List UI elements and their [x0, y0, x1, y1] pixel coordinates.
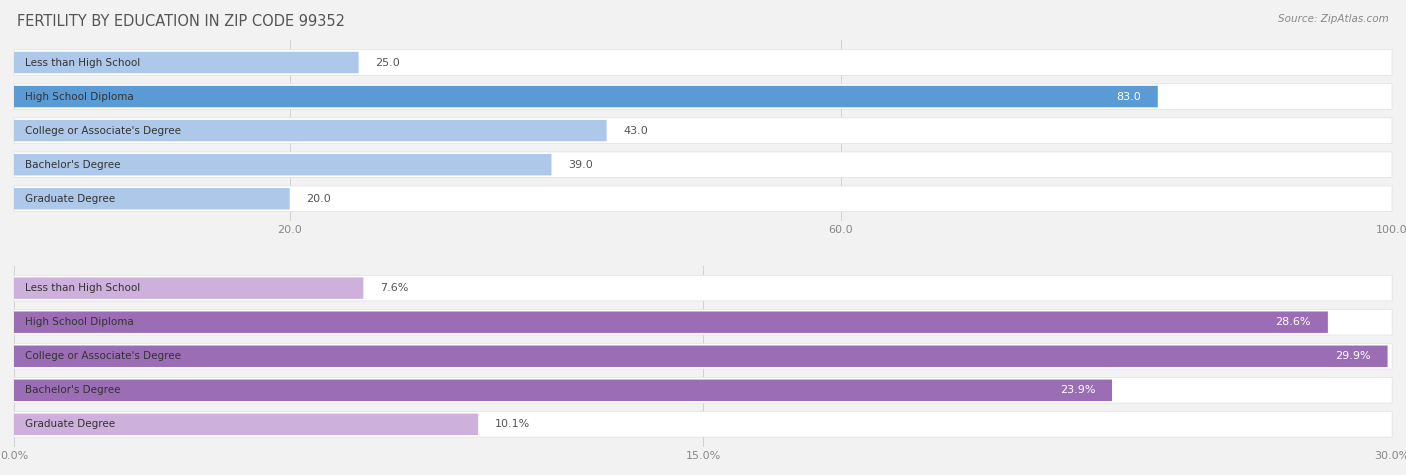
Text: 20.0: 20.0 [307, 194, 330, 204]
Text: High School Diploma: High School Diploma [25, 317, 134, 327]
Text: FERTILITY BY EDUCATION IN ZIP CODE 99352: FERTILITY BY EDUCATION IN ZIP CODE 99352 [17, 14, 344, 29]
Text: 29.9%: 29.9% [1336, 351, 1371, 361]
Text: College or Associate's Degree: College or Associate's Degree [25, 351, 181, 361]
Text: 7.6%: 7.6% [380, 283, 408, 293]
Text: 83.0: 83.0 [1116, 92, 1142, 102]
FancyBboxPatch shape [14, 412, 1392, 437]
FancyBboxPatch shape [14, 120, 606, 142]
FancyBboxPatch shape [14, 188, 290, 209]
FancyBboxPatch shape [14, 276, 1392, 301]
Text: Less than High School: Less than High School [25, 57, 141, 67]
Text: 28.6%: 28.6% [1275, 317, 1312, 327]
Text: Bachelor's Degree: Bachelor's Degree [25, 160, 121, 170]
FancyBboxPatch shape [14, 52, 359, 73]
FancyBboxPatch shape [14, 309, 1392, 335]
Text: 39.0: 39.0 [568, 160, 593, 170]
Text: 25.0: 25.0 [375, 57, 399, 67]
FancyBboxPatch shape [14, 312, 1327, 333]
FancyBboxPatch shape [14, 277, 363, 299]
FancyBboxPatch shape [14, 345, 1388, 367]
Text: High School Diploma: High School Diploma [25, 92, 134, 102]
FancyBboxPatch shape [14, 414, 478, 435]
Text: 43.0: 43.0 [623, 125, 648, 136]
FancyBboxPatch shape [14, 50, 1392, 75]
FancyBboxPatch shape [14, 118, 1392, 143]
FancyBboxPatch shape [14, 86, 1157, 107]
Text: Bachelor's Degree: Bachelor's Degree [25, 385, 121, 395]
Text: College or Associate's Degree: College or Associate's Degree [25, 125, 181, 136]
FancyBboxPatch shape [14, 84, 1392, 109]
FancyBboxPatch shape [14, 186, 1392, 211]
Text: Less than High School: Less than High School [25, 283, 141, 293]
Text: 10.1%: 10.1% [495, 419, 530, 429]
FancyBboxPatch shape [14, 343, 1392, 369]
FancyBboxPatch shape [14, 380, 1112, 401]
Text: Graduate Degree: Graduate Degree [25, 194, 115, 204]
FancyBboxPatch shape [14, 154, 551, 175]
FancyBboxPatch shape [14, 378, 1392, 403]
Text: Graduate Degree: Graduate Degree [25, 419, 115, 429]
FancyBboxPatch shape [14, 152, 1392, 178]
Text: 23.9%: 23.9% [1060, 385, 1095, 395]
Text: Source: ZipAtlas.com: Source: ZipAtlas.com [1278, 14, 1389, 24]
